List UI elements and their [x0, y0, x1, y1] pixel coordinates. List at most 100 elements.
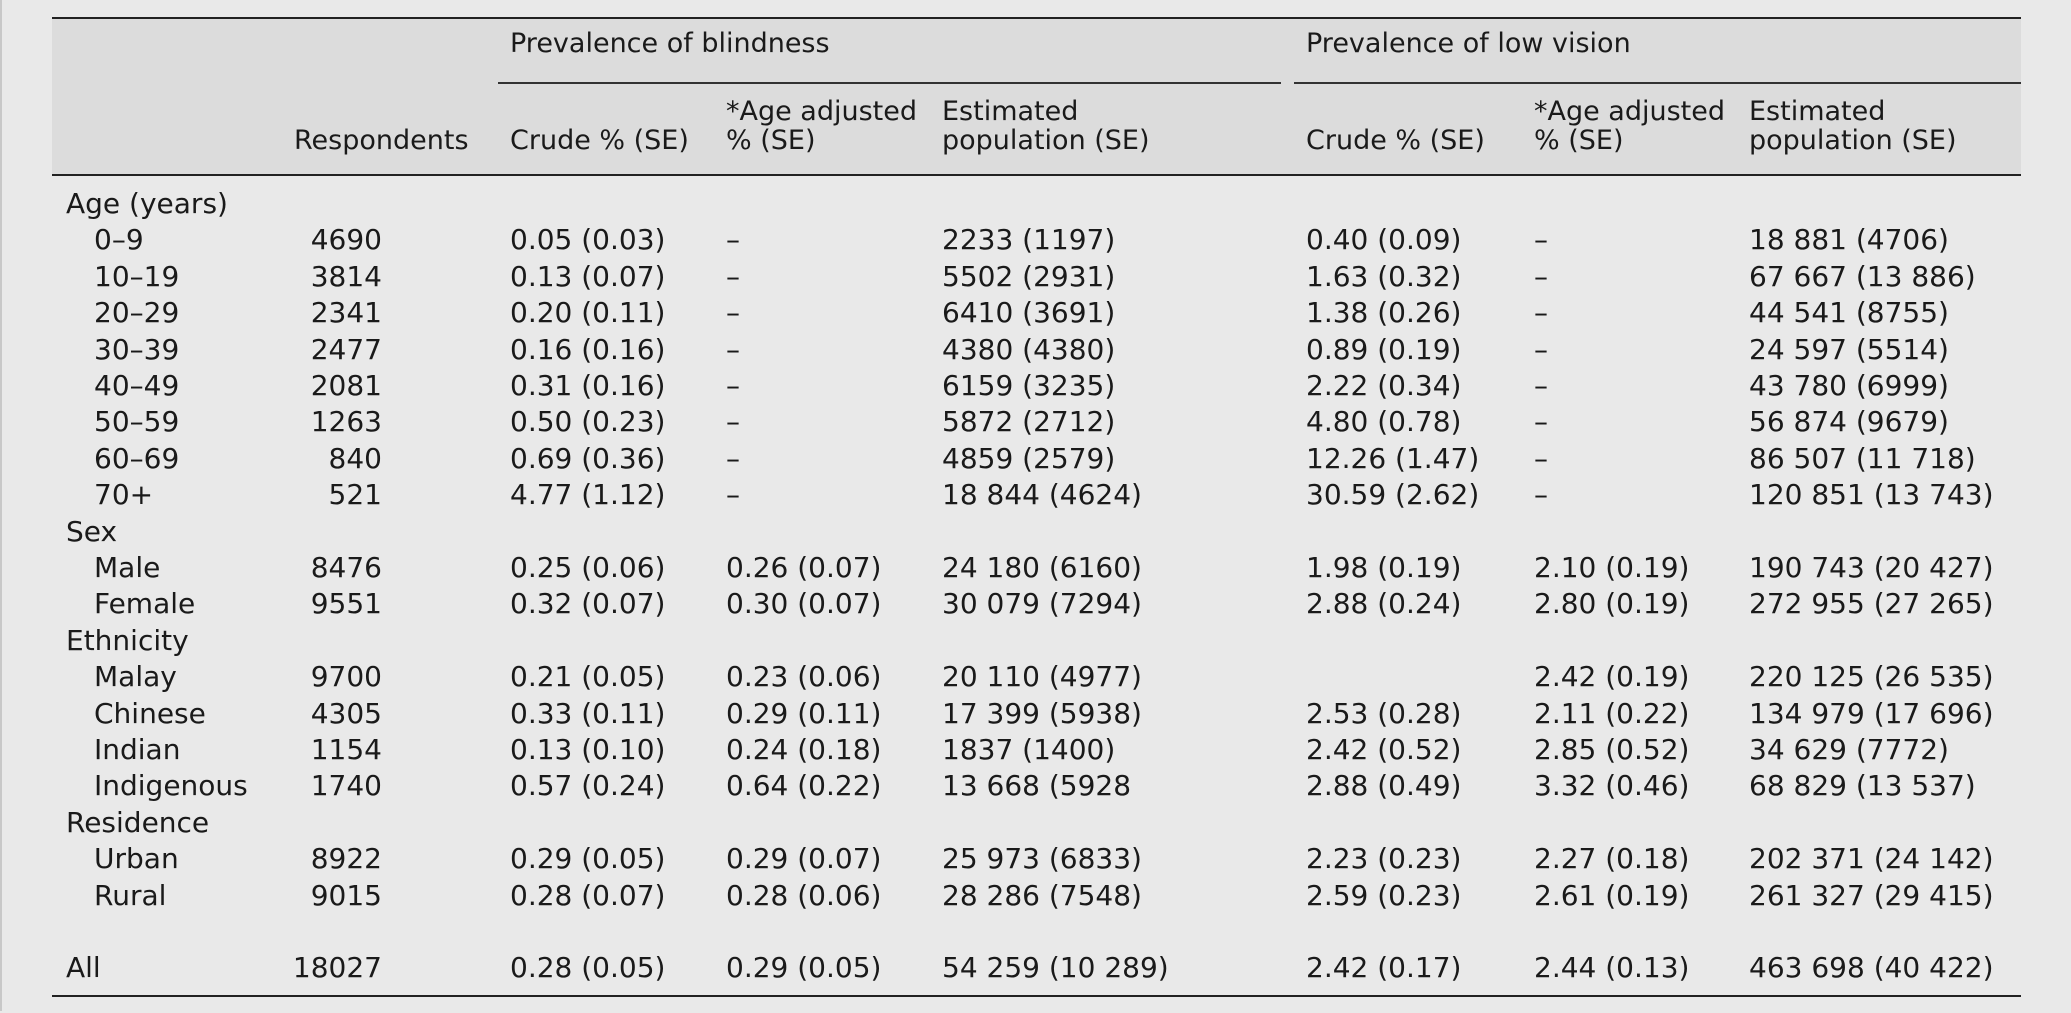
cell-blind-age-adjusted: –	[726, 369, 740, 402]
table-header-background	[52, 19, 2021, 174]
cell-low-estimated: 134 979 (17 696)	[1749, 696, 1994, 730]
table-row: Chinese 4305 0.33 (0.11) 0.29 (0.11) 17 399 …	[0, 696, 2071, 732]
row-label: 70+	[94, 478, 154, 512]
cell-respondents: 2477	[310, 332, 382, 366]
cell-low-crude: 4.80 (0.78)	[1306, 405, 1462, 439]
cell-blind-estimated: 6410 (3691)	[942, 296, 1116, 330]
cell-blind-estimated: 30 079 (7294)	[942, 587, 1142, 621]
cell-low-estimated: 272 955 (27 265)	[1749, 587, 1994, 621]
table-header-rule	[52, 174, 2021, 176]
cell-blind-crude: 0.28 (0.05)	[510, 951, 666, 984]
row-label: Male	[94, 551, 161, 584]
cell-low-estimated: 220 125 (26 535)	[1749, 660, 1994, 694]
cell-low-estimated: 56 874 (9679)	[1749, 405, 1949, 439]
cell-low-age-adjusted: 2.61 (0.19)	[1534, 878, 1690, 912]
cell-respondents: 18027	[292, 951, 382, 984]
cell-low-estimated: 120 851 (13 743)	[1749, 478, 1994, 512]
cell-blind-crude: 0.32 (0.07)	[510, 587, 666, 621]
cell-respondents: 1740	[310, 769, 382, 803]
col-header-low-estimated: Estimated population (SE)	[1749, 97, 1957, 155]
cell-blind-crude: 0.50 (0.23)	[510, 405, 666, 439]
cell-blind-estimated: 5502 (2931)	[942, 259, 1116, 293]
cell-respondents: 9700	[310, 660, 382, 694]
col-header-line: Estimated	[1749, 96, 1886, 127]
cell-low-age-adjusted: –	[1534, 332, 1548, 366]
table-row: 10–19 3814 0.13 (0.07) – 5502 (2931) 1.63 (0.…	[0, 259, 2071, 295]
col-header-line: % (SE)	[1534, 125, 1624, 156]
row-label: 10–19	[94, 259, 180, 293]
cell-respondents: 1263	[310, 405, 382, 439]
cell-low-crude: 1.98 (0.19)	[1306, 551, 1462, 584]
table-row: Indigenous 1740 0.57 (0.24) 0.64 (0.22) 13 6…	[0, 768, 2071, 804]
col-header-blind-age-adjusted: *Age adjusted % (SE)	[726, 97, 917, 155]
group-heading-low-vision: Prevalence of low vision	[1306, 28, 1631, 59]
table-row: 60–69 840 0.69 (0.36) – 4859 (2579) 12.26 (1.…	[0, 441, 2071, 477]
cell-low-age-adjusted: 2.42 (0.19)	[1534, 660, 1690, 694]
cell-blind-age-adjusted: 0.26 (0.07)	[726, 551, 882, 584]
cell-blind-estimated: 25 973 (6833)	[942, 842, 1142, 876]
col-header-low-crude: Crude % (SE)	[1306, 125, 1485, 156]
cell-blind-age-adjusted: –	[726, 405, 740, 439]
cell-blind-age-adjusted: 0.64 (0.22)	[726, 769, 882, 803]
cell-low-age-adjusted: –	[1534, 405, 1548, 439]
row-label: 60–69	[94, 441, 180, 475]
cell-respondents: 3814	[310, 259, 382, 293]
cell-blind-estimated: 6159 (3235)	[942, 369, 1116, 402]
cell-low-age-adjusted: 2.10 (0.19)	[1534, 551, 1690, 584]
cell-low-crude: 12.26 (1.47)	[1306, 441, 1480, 475]
cell-respondents: 4305	[310, 696, 382, 730]
cell-low-estimated: 67 667 (13 886)	[1749, 259, 1976, 293]
cell-low-crude: 2.42 (0.52)	[1306, 733, 1462, 766]
cell-low-age-adjusted: 2.85 (0.52)	[1534, 733, 1690, 766]
section-label: Ethnicity	[66, 623, 189, 657]
cell-blind-age-adjusted: –	[726, 332, 740, 366]
cell-respondents: 2341	[310, 296, 382, 330]
col-header-line: Estimated	[942, 96, 1079, 127]
cell-blind-age-adjusted: 0.23 (0.06)	[726, 660, 882, 694]
cell-low-estimated: 34 629 (7772)	[1749, 733, 1949, 766]
cell-blind-estimated: 18 844 (4624)	[942, 478, 1142, 512]
col-header-blind-crude: Crude % (SE)	[510, 125, 689, 156]
cell-blind-estimated: 4859 (2579)	[942, 441, 1116, 475]
cell-blind-age-adjusted: –	[726, 296, 740, 330]
cell-respondents: 8922	[310, 842, 382, 876]
cell-blind-crude: 0.21 (0.05)	[510, 660, 666, 694]
cell-blind-age-adjusted: 0.29 (0.07)	[726, 842, 882, 876]
table-row: 70+ 521 4.77 (1.12) – 18 844 (4624) 30.59 (2.…	[0, 477, 2071, 513]
table-row: Urban 8922 0.29 (0.05) 0.29 (0.07) 25 973 (6…	[0, 841, 2071, 877]
cell-low-age-adjusted: 2.80 (0.19)	[1534, 587, 1690, 621]
cell-low-estimated: 68 829 (13 537)	[1749, 769, 1976, 803]
cell-blind-crude: 0.69 (0.36)	[510, 441, 666, 475]
cell-blind-crude: 4.77 (1.12)	[510, 478, 666, 512]
col-header-line: *Age adjusted	[726, 96, 918, 127]
cell-blind-age-adjusted: –	[726, 223, 740, 257]
cell-blind-estimated: 54 259 (10 289)	[942, 951, 1169, 984]
cell-low-age-adjusted: –	[1534, 478, 1548, 512]
cell-blind-estimated: 13 668 (5928	[942, 769, 1132, 803]
col-header-respondents: Respondents	[294, 125, 469, 156]
cell-respondents: 9551	[310, 587, 382, 621]
cell-low-estimated: 43 780 (6999)	[1749, 369, 1949, 402]
cell-respondents: 1154	[310, 733, 382, 766]
cell-low-estimated: 18 881 (4706)	[1749, 223, 1949, 257]
cell-blind-crude: 0.20 (0.11)	[510, 296, 666, 330]
cell-blind-crude: 0.05 (0.03)	[510, 223, 666, 257]
cell-blind-crude: 0.13 (0.10)	[510, 733, 666, 766]
table-row: 40–49 2081 0.31 (0.16) – 6159 (3235) 2.22 (0.…	[0, 368, 2071, 404]
cell-low-age-adjusted: 2.11 (0.22)	[1534, 696, 1690, 730]
cell-blind-crude: 0.13 (0.07)	[510, 259, 666, 293]
cell-low-crude: 0.89 (0.19)	[1306, 332, 1462, 366]
section-row: Residence	[0, 805, 2071, 841]
table-row: 50–59 1263 0.50 (0.23) – 5872 (2712) 4.80 (0.…	[0, 404, 2071, 440]
cell-respondents: 8476	[310, 551, 382, 584]
section-label: Age (years)	[66, 187, 228, 220]
cell-blind-crude: 0.25 (0.06)	[510, 551, 666, 584]
section-label: Residence	[66, 805, 210, 839]
cell-blind-age-adjusted: 0.30 (0.07)	[726, 587, 882, 621]
cell-blind-age-adjusted: 0.24 (0.18)	[726, 733, 882, 766]
cell-low-estimated: 190 743 (20 427)	[1749, 551, 1994, 584]
cell-low-crude: 2.22 (0.34)	[1306, 369, 1462, 402]
cell-blind-age-adjusted: –	[726, 478, 740, 512]
table-row: Indian 1154 0.13 (0.10) 0.24 (0.18) 1837 (14…	[0, 732, 2071, 768]
